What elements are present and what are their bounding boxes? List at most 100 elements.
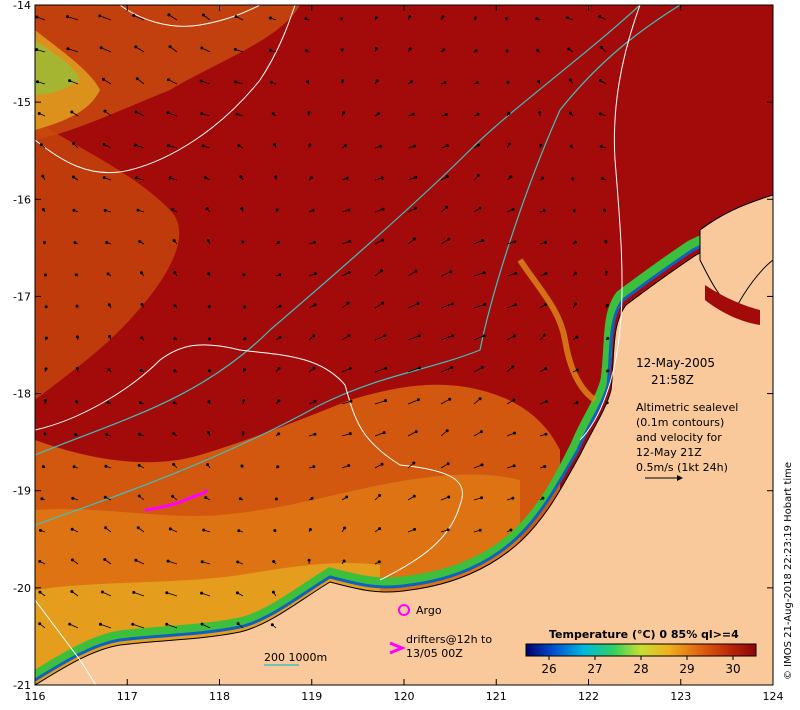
velocity-arrow-head (134, 176, 138, 180)
map-plot-area (35, 5, 773, 685)
velocity-arrow-head (305, 49, 309, 53)
velocity-arrow-head (381, 207, 385, 211)
velocity-arrow-head (102, 176, 106, 180)
altimetry-line-1: Altimetric sealevel (636, 401, 738, 414)
x-tick-label: 123 (670, 690, 691, 703)
velocity-arrow-head (44, 273, 47, 277)
sealevel-contour-4 (35, 599, 97, 685)
velocity-arrow-head (345, 495, 349, 499)
velocity-arrow-head (544, 303, 547, 306)
velocity-arrow-head (606, 336, 610, 340)
velocity-arrow-head (418, 334, 421, 338)
sealevel-contour-3 (579, 5, 641, 441)
velocity-arrow-head (99, 46, 103, 50)
velocity-arrow-head (271, 112, 275, 116)
velocity-arrow-head (441, 15, 445, 19)
velocity-arrow-head (418, 366, 422, 370)
velocity-arrow-head (572, 209, 576, 213)
velocity-arrow-head (384, 399, 387, 403)
velocity-arrow (133, 592, 145, 597)
velocity-arrow-head (544, 272, 548, 276)
velocity-arrow-head (476, 112, 480, 116)
velocity-arrow-head (412, 237, 416, 241)
velocity-arrow (166, 623, 178, 629)
velocity-arrow-head (100, 590, 104, 594)
velocity-arrow-head (44, 336, 48, 340)
velocity-arrow-head (566, 16, 569, 20)
velocity-arrow-head (343, 526, 347, 530)
velocity-arrow (440, 335, 453, 341)
x-tick-label: 124 (763, 690, 784, 703)
velocity-arrow-head (446, 462, 450, 466)
velocity-arrow-head (207, 431, 210, 434)
velocity-arrow-head (41, 208, 45, 211)
velocity-arrow-head (482, 271, 486, 275)
velocity-arrow-head (167, 78, 170, 82)
velocity-arrow-head (445, 205, 449, 209)
velocity-arrow-head (410, 80, 414, 84)
velocity-arrow-head (601, 177, 605, 181)
colorbar-tick-label: 26 (541, 662, 556, 676)
velocity-arrow-head (132, 590, 136, 594)
velocity-arrow-head (304, 17, 308, 21)
velocity-arrow-head (132, 13, 136, 17)
velocity-arrow-head (205, 207, 209, 211)
velocity-arrow-head (71, 175, 75, 179)
velocity-arrow-head (414, 430, 418, 434)
map-date: 12-May-2005 (636, 356, 715, 370)
velocity-arrow-head (603, 208, 606, 212)
velocity-arrow-head (474, 49, 478, 53)
velocity-arrow-head (203, 176, 207, 179)
velocity-arrow-head (207, 369, 211, 373)
drifters-label-2: 13/05 00Z (406, 647, 463, 660)
velocity-arrow-head (170, 208, 174, 211)
velocity-arrow (341, 400, 352, 405)
velocity-arrow-head (103, 208, 107, 212)
velocity-arrow-head (340, 17, 344, 21)
argo-marker (398, 604, 410, 616)
velocity-arrow-head (347, 334, 351, 338)
velocity-arrow (167, 112, 178, 117)
velocity-arrow-head (271, 590, 275, 594)
velocity-arrow-head (270, 80, 274, 84)
velocity-arrow-head (408, 47, 412, 51)
velocity-arrow-head (380, 462, 384, 466)
credit-text: © IMOS 21-Aug-2018 22:23:19 Hobart time (783, 462, 794, 680)
velocity-arrow-head (70, 527, 74, 531)
velocity-arrow-head (446, 528, 450, 532)
velocity-arrow-head (483, 302, 487, 306)
velocity-arrow (168, 79, 178, 85)
velocity-arrow-head (374, 47, 378, 50)
velocity-arrow (374, 432, 385, 437)
velocity-arrow-head (597, 14, 601, 18)
velocity-arrow-head (237, 529, 241, 533)
velocity-arrow-head (75, 400, 79, 404)
x-axis: 116 117 118 119 120 121 122 123 124 (25, 5, 784, 703)
velocity-arrow-head (35, 48, 39, 52)
velocity-arrow-head (571, 177, 575, 181)
velocity-arrow-head (473, 16, 477, 20)
velocity-arrow-head (569, 144, 573, 148)
velocity-arrow-head (135, 77, 139, 81)
velocity-arrow-head (378, 494, 382, 497)
velocity-arrow-head (480, 463, 484, 467)
velocity-arrow-head (512, 334, 516, 338)
velocity-arrow-head (513, 240, 517, 244)
colorbar-ticks: 26 27 28 29 30 (541, 656, 741, 676)
velocity-arrow-head (342, 559, 346, 563)
velocity-arrow-head (476, 174, 480, 178)
velocity-arrow-head (482, 334, 486, 338)
velocity-arrow-head (347, 270, 351, 274)
velocity-arrow-head (382, 431, 386, 435)
velocity-arrow-head (277, 399, 281, 403)
velocity-arrow-head (243, 368, 246, 372)
depth-contour-1000 (35, 5, 641, 456)
velocity-arrow-head (269, 48, 272, 52)
velocity-arrow-head (544, 432, 548, 436)
velocity-arrow-head (241, 240, 245, 244)
velocity-arrow-head (200, 112, 204, 116)
velocity-arrow (407, 303, 419, 309)
velocity-arrow-head (134, 110, 138, 114)
velocity-arrow-head (43, 432, 47, 436)
velocity-arrow (168, 14, 178, 21)
